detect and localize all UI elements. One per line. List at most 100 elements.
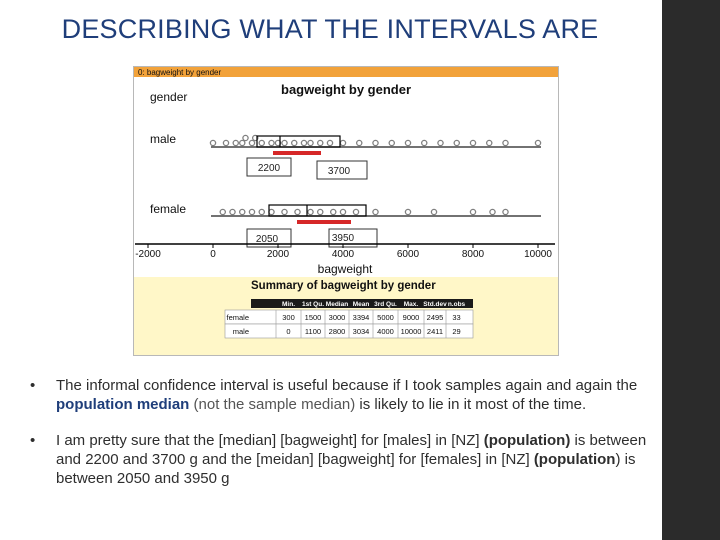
x-tick-label: 6000 [397, 249, 420, 260]
callout-female-high-text: 3950 [332, 233, 355, 244]
male-dot [307, 139, 314, 147]
summary-cell: 5000 [377, 313, 394, 322]
summary-cell: 3034 [353, 327, 370, 336]
male-dot [222, 139, 230, 147]
bullet-2-bold-b: (population [533, 451, 616, 468]
male-dot [502, 139, 509, 147]
male-dot [404, 139, 412, 147]
x-tick-label: 2000 [267, 249, 290, 260]
female-dot [219, 208, 227, 216]
summary-header-cell: 1st Qu. [302, 301, 324, 308]
callout-male-low [246, 157, 292, 177]
window-title-bar [134, 67, 558, 77]
male-dot [252, 134, 259, 142]
x-axis-label: bagweight [318, 262, 373, 276]
female-dot [372, 208, 379, 216]
female-dot [404, 208, 412, 216]
bullet-1-text-a: The informal confidence interval is usef… [56, 377, 638, 394]
x-tick-label: 0 [210, 249, 216, 260]
bullet-list: • The informal confidence interval is us… [30, 376, 650, 505]
male-dot [232, 139, 240, 147]
figure-svg: 0: bagweight by gender gender bagweight … [133, 66, 559, 356]
male-dot [355, 139, 363, 147]
male-dot [242, 134, 249, 142]
male-dot [290, 139, 298, 147]
summary-cell: 3000 [329, 313, 346, 322]
male-dot [326, 139, 334, 147]
summary-header-cell: Mean [353, 301, 370, 308]
summary-header-cell: n.obs [448, 301, 466, 308]
female-dot [316, 208, 324, 216]
male-dot [316, 139, 324, 147]
bullet-2-bold-a: (population) [483, 432, 571, 449]
female-dot [294, 208, 301, 216]
var-label: gender [150, 90, 187, 104]
summary-cell: 2495 [427, 313, 444, 322]
callout-male-low-text: 2200 [258, 163, 281, 174]
summary-header-bg [251, 299, 473, 308]
window-title: 0: bagweight by gender [138, 68, 222, 77]
male-dot [420, 139, 428, 147]
summary-header-cell: Max. [404, 301, 419, 308]
male-dot [239, 139, 246, 147]
bullet-item-1: • The informal confidence interval is us… [30, 376, 650, 414]
male-dot [388, 139, 395, 147]
female-dot [339, 208, 347, 216]
female-dot [248, 208, 256, 216]
male-dot [469, 139, 477, 147]
male-dot [372, 139, 379, 147]
x-tick-label: 8000 [462, 249, 485, 260]
callout-female-low [246, 228, 292, 248]
x-tick-label: 10000 [524, 249, 552, 260]
female-dot [489, 208, 496, 216]
x-tick-label: -2000 [135, 249, 161, 260]
summary-cell: 4000 [377, 327, 394, 336]
summary-cell: 1500 [305, 313, 322, 322]
summary-cell: 9000 [403, 313, 420, 322]
bullet-2-text-b: is between and 2200 and 3700 g and the [… [56, 432, 647, 468]
summary-cell: 1100 [305, 327, 321, 336]
summary-cell: 2411 [427, 327, 443, 336]
bagweight-figure: 0: bagweight by gender gender bagweight … [133, 66, 559, 356]
male-dot [258, 139, 266, 147]
female-dot [307, 208, 314, 216]
callout-male-high [316, 160, 368, 180]
female-dot [329, 208, 337, 216]
bullet-2-text-a: I am pretty sure that the [median] [bagw… [56, 432, 484, 449]
callout-female-high [328, 228, 378, 248]
female-dot [281, 208, 288, 216]
male-dot [209, 139, 217, 147]
female-dot [258, 208, 266, 216]
summary-cell: 33 [452, 313, 460, 322]
male-dot [268, 139, 275, 147]
male-box [256, 135, 341, 148]
bullet-1-highlight: population median [56, 396, 190, 413]
summary-cell: 29 [452, 327, 460, 336]
male-dotplot [209, 134, 542, 147]
summary-header-cell: Median [326, 301, 348, 308]
male-dot [248, 139, 256, 147]
female-dotplot [219, 208, 509, 216]
x-tick-label: 4000 [332, 249, 355, 260]
male-dot [281, 139, 288, 147]
female-dot [352, 208, 360, 216]
male-dot [274, 139, 282, 147]
female-box [268, 204, 367, 217]
summary-cell: 10000 [401, 327, 422, 336]
bullet-item-2: • I am pretty sure that the [median] [ba… [30, 431, 650, 488]
summary-title: Summary of bagweight by gender [251, 280, 436, 292]
male-dot [453, 139, 460, 147]
bullet-1-text-b: is likely to lie in it most of the time. [355, 396, 587, 413]
group-label-female: female [150, 202, 186, 216]
summary-cell: 2800 [329, 327, 346, 336]
callout-female-low-text: 2050 [256, 234, 279, 245]
summary-cell: 0 [286, 327, 290, 336]
female-dot [229, 208, 236, 216]
male-dot [300, 139, 308, 147]
summary-row-label: male [233, 327, 249, 336]
bullet-marker: • [30, 377, 36, 394]
summary-header-cell: Std.dev [423, 301, 447, 308]
female-dot [239, 208, 246, 216]
group-label-male: male [150, 132, 176, 146]
female-dot [430, 208, 438, 216]
